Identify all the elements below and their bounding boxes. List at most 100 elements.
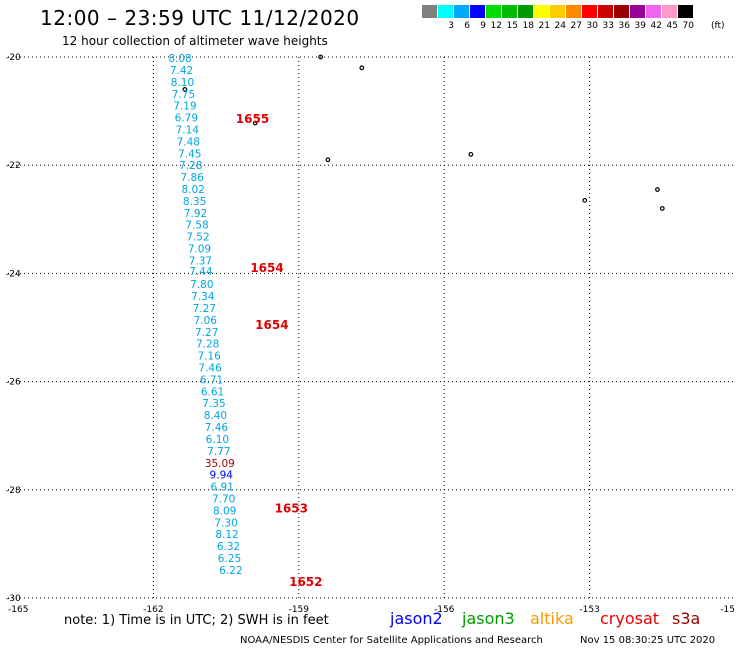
legend-label: 30 xyxy=(586,21,598,31)
swh-data-point: 7.86 xyxy=(180,172,204,184)
island-marker xyxy=(359,65,365,71)
island-marker xyxy=(182,87,188,92)
legend-swatch xyxy=(454,5,470,18)
legend-swatch xyxy=(470,5,486,18)
legend-label: 70 xyxy=(682,21,694,31)
pass-time-label: 1654 xyxy=(255,318,288,332)
legend-swatch xyxy=(438,5,454,18)
swh-data-point: 7.70 xyxy=(212,493,235,505)
swh-data-point: 6.22 xyxy=(219,565,242,577)
swh-data-point: 7.28 xyxy=(196,339,219,351)
y-tick-label: -30 xyxy=(6,594,21,604)
legend-label: 18 xyxy=(522,21,534,31)
generated-timestamp: Nov 15 08:30:25 UTC 2020 xyxy=(580,635,716,646)
swh-data-point: 7.80 xyxy=(190,279,213,291)
island-marker xyxy=(252,120,258,126)
swh-data-point: 7.35 xyxy=(202,398,225,410)
legend-swatch xyxy=(614,5,630,18)
swh-data-point: 7.06 xyxy=(194,315,218,327)
swh-data-point: 7.16 xyxy=(197,351,221,363)
swh-data-point: 6.10 xyxy=(206,434,229,446)
swh-data-point: 7.58 xyxy=(185,220,208,232)
swh-data-point: 7.46 xyxy=(205,422,229,434)
swh-data-point: 7.52 xyxy=(186,232,209,244)
swh-data-point: 8.09 xyxy=(213,505,236,517)
swh-data-point: 6.91 xyxy=(211,482,234,494)
satellite-jason3: jason3 xyxy=(462,609,515,628)
legend-swatch xyxy=(566,5,582,18)
swh-data-point: 7.27 xyxy=(193,303,216,315)
legend-swatch xyxy=(550,5,566,18)
satellite-s3a: s3a xyxy=(672,609,701,628)
legend-swatch xyxy=(662,5,678,18)
legend-swatch xyxy=(518,5,534,18)
x-tick-label: -159 xyxy=(289,605,310,615)
satellite-altika: altika xyxy=(530,609,574,628)
y-tick-label: -28 xyxy=(6,486,21,496)
chart-subtitle: 12 hour collection of altimeter wave hei… xyxy=(62,34,328,48)
credit-text: NOAA/NESDIS Center for Satellite Applica… xyxy=(240,635,543,646)
swh-data-point: 7.45 xyxy=(178,148,201,160)
island-marker xyxy=(659,206,665,211)
legend-swatch xyxy=(534,5,550,18)
legend-swatch xyxy=(598,5,614,18)
swh-data-point: 6.25 xyxy=(218,553,241,565)
x-tick-label: -15 xyxy=(720,605,735,615)
swh-data-point: 7.44 xyxy=(189,266,213,278)
pass-time-label: 1655 xyxy=(236,112,269,126)
swh-data-point: 8.35 xyxy=(183,196,206,208)
swh-data-point: 7.28 xyxy=(179,160,202,172)
swh-data-point: 8.10 xyxy=(171,77,194,89)
swh-data-point: 6.79 xyxy=(175,113,198,125)
island-marker xyxy=(655,187,660,192)
x-tick-label: -165 xyxy=(8,605,28,615)
legend-swatch xyxy=(582,5,598,18)
legend-swatch xyxy=(422,5,438,18)
legend-label: 42 xyxy=(650,21,662,31)
legend-label: 21 xyxy=(538,21,550,31)
x-tick-label: -156 xyxy=(434,605,455,615)
legend-label: 33 xyxy=(602,21,614,31)
swh-data-point: 7.48 xyxy=(177,136,200,148)
x-tick-label: -153 xyxy=(579,605,599,615)
footer-note: note: 1) Time is in UTC; 2) SWH is in fe… xyxy=(64,613,329,628)
legend-label: 36 xyxy=(618,21,630,31)
swh-data-point: 7.14 xyxy=(176,124,200,136)
swh-data-point: 7.46 xyxy=(198,363,222,375)
swh-data-point: 7.77 xyxy=(207,446,230,458)
swh-data-point: 7.19 xyxy=(173,101,196,113)
legend-label: 27 xyxy=(570,21,582,31)
swh-data-point: 7.27 xyxy=(195,327,218,339)
legend-label: 3 xyxy=(448,21,454,31)
y-tick-label: -24 xyxy=(6,269,21,279)
legend-label: 15 xyxy=(506,21,518,31)
swh-data-point: 8.12 xyxy=(215,529,238,541)
legend-label: 6 xyxy=(464,21,470,31)
swh-data-point: 8.40 xyxy=(204,410,227,422)
legend-swatch xyxy=(502,5,518,18)
color-legend-bar xyxy=(422,5,694,18)
legend-swatch xyxy=(630,5,646,18)
island-marker xyxy=(582,197,588,203)
satellite-cryosat: cryosat xyxy=(600,609,660,628)
legend-swatch xyxy=(678,5,694,18)
y-tick-label: -20 xyxy=(6,53,21,63)
y-tick-label: -26 xyxy=(6,378,21,388)
swh-data-point: 7.30 xyxy=(214,517,237,529)
swh-data-point: 7.34 xyxy=(191,291,215,303)
swh-data-point: 6.71 xyxy=(200,374,223,386)
legend-swatch xyxy=(486,5,502,18)
island-marker xyxy=(325,157,331,163)
swh-data-point: 6.32 xyxy=(217,541,240,553)
island-marker xyxy=(468,151,474,157)
pass-time-label: 1653 xyxy=(275,502,308,516)
legend-swatch xyxy=(646,5,662,18)
legend-label: 24 xyxy=(554,21,566,31)
y-tick-label: -22 xyxy=(6,161,21,171)
legend-label: 9 xyxy=(480,21,486,31)
swh-data-point: 7.37 xyxy=(189,255,212,267)
swh-data-point: 7.42 xyxy=(170,65,193,77)
pass-time-label: 1654 xyxy=(250,261,283,275)
satellite-jason2: jason2 xyxy=(390,609,443,628)
legend-label: 45 xyxy=(666,21,678,31)
